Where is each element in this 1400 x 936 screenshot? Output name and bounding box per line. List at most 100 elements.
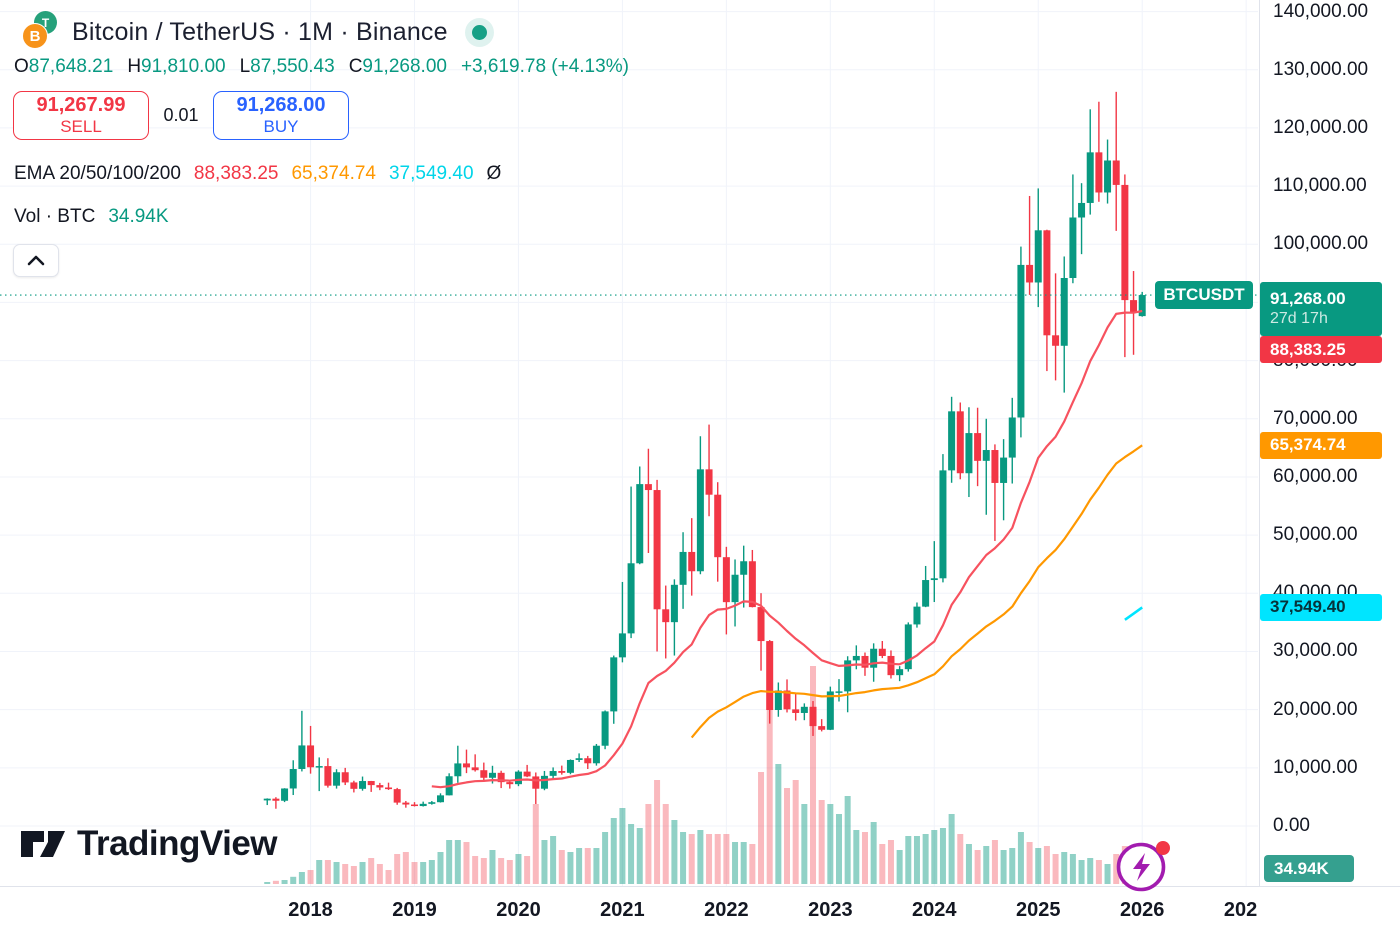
volume-bar	[1026, 842, 1033, 884]
ema50-line	[690, 444, 1143, 739]
candle-wick	[1054, 273, 1057, 381]
candle-down	[792, 709, 800, 713]
candle-wick	[820, 719, 823, 732]
price-axis[interactable]: 140,000.00 130,000.00 120,000.00 110,000.00…	[1259, 0, 1400, 936]
high-label: H	[127, 56, 142, 77]
volume-bar	[680, 832, 687, 884]
candle-up	[1034, 230, 1042, 283]
volume-bar	[697, 830, 704, 884]
candle-wick	[474, 754, 476, 772]
candle-up	[428, 802, 436, 804]
volume-bar	[896, 850, 903, 884]
volume-bar	[671, 820, 678, 884]
symbol-badge: BTCUSDT	[1155, 281, 1253, 310]
ema50-value: 65,374.74	[291, 163, 376, 184]
candle-up	[930, 578, 938, 581]
tradingview-logo-icon	[21, 831, 65, 857]
volume-bar	[420, 862, 427, 884]
ema100-price-badge: 37,549.40	[1260, 593, 1382, 621]
candle-up	[913, 606, 921, 625]
volume-bar	[835, 814, 842, 884]
candle-wick	[630, 486, 632, 639]
candle-wick	[266, 798, 268, 806]
volume-bar	[593, 848, 600, 884]
market-status-dot[interactable]	[471, 24, 487, 40]
volume-bar	[827, 804, 834, 884]
volume-bar	[1043, 846, 1050, 884]
candle-down	[705, 469, 713, 495]
candle-up	[800, 706, 808, 713]
volume-indicator-legend[interactable]: Vol · BTC 34.94K	[14, 206, 169, 228]
candle-down	[1121, 184, 1129, 301]
candle-wick	[933, 541, 935, 603]
collapse-legend-button[interactable]	[13, 244, 59, 277]
close-label: C	[348, 56, 363, 77]
volume-bar	[506, 860, 513, 884]
price-axis-label: 70,000.00	[1273, 407, 1358, 429]
symbol-title[interactable]: Bitcoin / TetherUS · 1M · Binance	[72, 17, 448, 46]
volume-bar	[775, 764, 782, 884]
low-value: 87,550.43	[250, 56, 335, 77]
price-axis-label: 100,000.00	[1273, 233, 1369, 255]
ema-legend-label: EMA 20/50/100/200	[14, 163, 181, 184]
volume-bar	[965, 844, 972, 884]
candle-up	[488, 772, 496, 778]
volume-bar	[359, 862, 366, 884]
candle-down	[861, 655, 869, 668]
volume-bar	[472, 856, 479, 884]
candle-down	[809, 706, 817, 727]
candle-up	[298, 745, 306, 769]
candle-down	[376, 785, 384, 788]
candle-up	[870, 648, 878, 668]
volume-bar	[281, 880, 288, 884]
volume-bar	[948, 814, 955, 884]
volume-bar	[628, 824, 635, 884]
candle-down	[341, 772, 349, 783]
candle-up	[948, 411, 956, 471]
low-label: L	[239, 56, 251, 77]
volume-bar	[801, 804, 808, 884]
buy-button[interactable]: 91,268.00 BUY	[213, 91, 349, 140]
volume-bar	[333, 862, 340, 884]
candle-up	[333, 772, 341, 786]
ema20-line	[431, 309, 1143, 789]
volume-bar	[1113, 854, 1120, 884]
candle-down	[506, 782, 514, 785]
candle-up	[601, 711, 609, 746]
ema-indicator-legend[interactable]: EMA 20/50/100/200 88,383.25 65,374.74 37…	[14, 163, 501, 185]
candle-wick	[370, 780, 372, 792]
bitcoin-logo-icon: B	[22, 23, 48, 49]
volume-bar	[974, 850, 981, 884]
candle-up	[844, 660, 852, 692]
candle-up	[896, 669, 904, 676]
volume-bar	[385, 870, 392, 884]
candle-down	[1095, 152, 1103, 193]
volume-bar	[1000, 850, 1007, 884]
candle-down	[350, 782, 358, 789]
tradingview-watermark[interactable]: TradingView	[20, 824, 278, 864]
volume-bar	[688, 834, 695, 884]
volume-bar	[428, 860, 435, 884]
candle-down	[480, 770, 488, 778]
candle-down	[1052, 335, 1060, 346]
volume-bar	[316, 860, 323, 884]
year-axis-label: 2026	[1119, 899, 1165, 921]
candle-up	[1008, 417, 1016, 458]
candle-up	[939, 470, 947, 579]
ema20-value: 88,383.25	[193, 163, 279, 184]
year-axis-label: 2020	[496, 899, 541, 921]
year-axis-label: 2023	[808, 899, 853, 921]
volume-bar	[913, 836, 920, 884]
volume-bar	[645, 804, 652, 884]
flash-trade-button[interactable]	[1114, 838, 1172, 894]
sell-button[interactable]: 91,267.99 SELL	[13, 91, 149, 140]
candle-up	[514, 771, 522, 785]
volume-bar	[636, 828, 643, 884]
year-axis-label: 2024	[912, 899, 957, 921]
time-axis[interactable]: 2018 2019 2020 2021 2022 2023 2024 2025 2026 2027	[0, 886, 1400, 936]
candle-up	[359, 781, 367, 789]
volume-bar	[454, 840, 461, 884]
candle-up	[419, 803, 427, 807]
